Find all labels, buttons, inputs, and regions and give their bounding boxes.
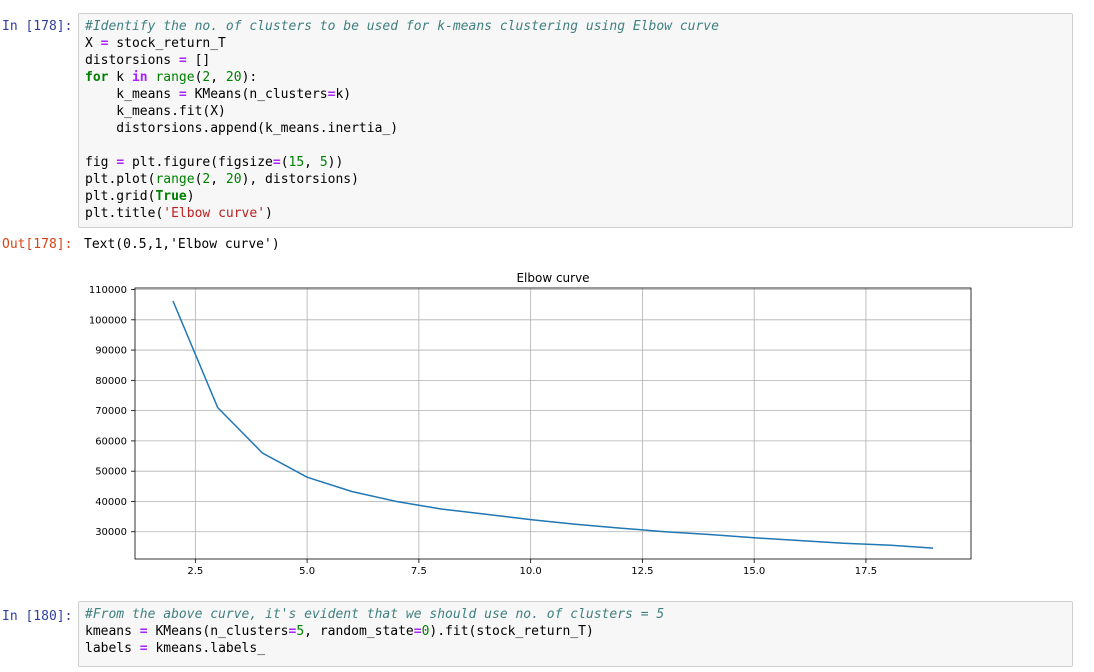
x-tick-label: 15.0 — [743, 566, 765, 577]
code-text: kmeans — [85, 624, 140, 639]
y-tick-label: 100000 — [89, 315, 127, 326]
series-line — [172, 300, 934, 549]
code-number: 5 — [296, 624, 305, 639]
code-text: , random_state — [304, 624, 414, 639]
cell1-code-input[interactable]: #Identify the no. of clusters to be used… — [78, 13, 1073, 228]
code-text: k_means — [85, 87, 179, 102]
code-text: plt.plot( — [85, 172, 156, 187]
code-text: k) — [335, 87, 352, 102]
cell1-input-prompt: In [178]: — [2, 19, 73, 34]
cell1-output-prompt: Out[178]: — [2, 237, 73, 252]
code-operator: = — [100, 36, 109, 51]
elbow-curve-chart: 2.5 5.0 7.5 10.0 12.5 15.0 17.5 30000 40000 50000… — [89, 271, 972, 577]
code-operator: = — [178, 53, 187, 68]
code-text: KMeans(n_clusters — [147, 624, 289, 639]
code-text: k — [108, 70, 132, 85]
y-tick-label: 50000 — [95, 467, 127, 478]
code-operator: = — [272, 155, 281, 170]
y-tick-label: 80000 — [95, 376, 127, 387]
axis-ticks: 2.5 5.0 7.5 10.0 12.5 15.0 17.5 30000 40000 50000… — [89, 285, 877, 577]
code-text: X — [85, 36, 101, 51]
y-tick-label: 60000 — [95, 436, 127, 447]
code-number: 5 — [319, 155, 328, 170]
code-operator: = — [116, 155, 125, 170]
code-number: 15 — [288, 155, 305, 170]
code-operator: = — [178, 87, 187, 102]
x-tick-label: 12.5 — [631, 566, 653, 577]
cell1-output-text: Text(0.5,1,'Elbow curve') — [84, 237, 280, 252]
code-keyword: True — [155, 189, 187, 204]
code-number: 20 — [225, 172, 242, 187]
code-number: 2 — [202, 70, 211, 85]
code-keyword: for — [85, 70, 109, 85]
code-number: 20 — [225, 70, 242, 85]
code-text: ( — [194, 70, 203, 85]
y-tick-label: 40000 — [95, 497, 127, 508]
x-tick-label: 10.0 — [520, 566, 542, 577]
cell2-code-input[interactable]: #From the above curve, it's evident that… — [78, 601, 1073, 667]
cell2-input-prompt: In [180]: — [2, 609, 73, 624]
code-text: [] — [186, 53, 211, 68]
code-text: , — [210, 172, 226, 187]
code-text: ).fit(stock_return_T) — [429, 624, 594, 639]
code-operator: = — [413, 624, 422, 639]
code-text: k_means.fit(X) — [85, 104, 226, 119]
x-tick-label: 17.5 — [855, 566, 877, 577]
y-tick-label: 70000 — [95, 406, 127, 417]
code-comment: #Identify the no. of clusters to be used… — [85, 19, 719, 34]
grid-lines — [135, 288, 971, 559]
y-tick-label: 110000 — [89, 285, 127, 296]
code-operator: = — [327, 87, 336, 102]
code-text: ) — [186, 189, 195, 204]
code-text: fig — [85, 155, 117, 170]
code-text: plt.title( — [85, 206, 164, 221]
code-text: stock_return_T — [108, 36, 226, 51]
code-operator: = — [139, 641, 148, 656]
code-text: plt.figure(figsize — [124, 155, 273, 170]
cell1-code: #Identify the no. of clusters to be used… — [85, 18, 719, 222]
code-text: ): — [241, 70, 258, 85]
code-comment: #From the above curve, it's evident that… — [85, 607, 665, 622]
code-keyword: in — [131, 70, 148, 85]
x-tick-label: 5.0 — [299, 566, 315, 577]
code-text: ( — [280, 155, 289, 170]
code-text: distorsions — [85, 53, 179, 68]
code-string: 'Elbow curve' — [163, 206, 266, 221]
code-text: plt.grid( — [85, 189, 156, 204]
code-text: KMeans(n_clusters — [186, 87, 328, 102]
cell2-code: #From the above curve, it's evident that… — [85, 606, 664, 657]
x-tick-label: 7.5 — [411, 566, 427, 577]
code-text: ), distorsions) — [241, 172, 359, 187]
code-text: distorsions.append(k_means.inertia_) — [85, 121, 399, 136]
code-text: ) — [265, 206, 273, 221]
code-text: , — [304, 155, 320, 170]
y-tick-label: 30000 — [95, 527, 127, 538]
code-text: kmeans.labels_ — [147, 641, 266, 656]
code-text: , — [210, 70, 226, 85]
chart-title: Elbow curve — [516, 271, 589, 285]
code-operator: = — [288, 624, 297, 639]
code-operator: = — [139, 624, 148, 639]
code-text: labels — [85, 641, 140, 656]
x-tick-label: 2.5 — [187, 566, 203, 577]
code-builtin: range — [155, 172, 195, 187]
code-text: )) — [327, 155, 344, 170]
code-builtin: range — [155, 70, 195, 85]
y-tick-label: 90000 — [95, 346, 127, 357]
code-number: 2 — [202, 172, 211, 187]
plot-frame — [134, 287, 972, 560]
code-text: ( — [194, 172, 203, 187]
code-number: 0 — [421, 624, 430, 639]
